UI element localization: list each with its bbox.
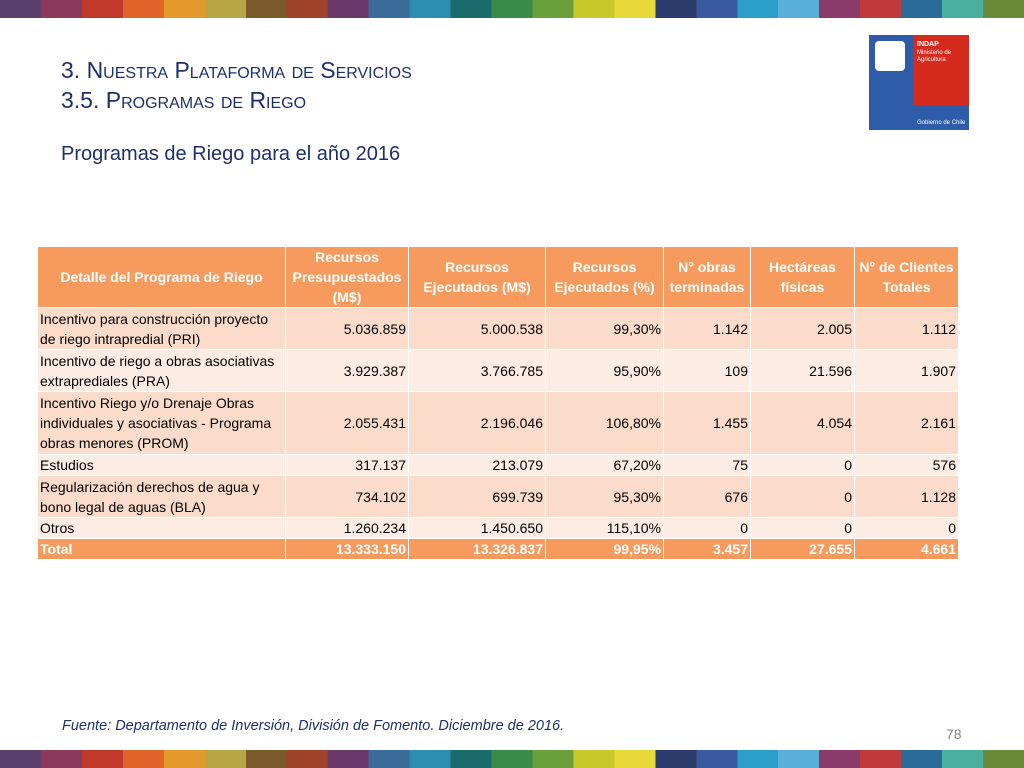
table-cell: 213.079 [408,454,546,476]
table: Detalle del Programa de Riego Recursos Pr… [37,246,959,560]
table-cell: 5.036.859 [285,307,409,350]
table-cell: 13.333.150 [285,538,409,560]
table-cell: Incentivo Riego y/o Drenaje Obras indivi… [37,391,286,455]
table-cell: 1.128 [854,475,959,518]
table-row: Total 13.333.150 13.326.837 99,95% 3.457 27.6… [37,538,959,560]
table-row: Incentivo de riego a obras asociativas e… [37,349,959,392]
table-row: Incentivo Riego y/o Drenaje Obras indivi… [37,391,959,455]
column-header: Hectáreas físicas [750,246,855,308]
table-cell: 21.596 [750,349,855,392]
table-cell: 317.137 [285,454,409,476]
table-cell: 2.005 [750,307,855,350]
table-cell: 95,90% [545,349,664,392]
column-header: Recursos Ejecutados (M$) [408,246,546,308]
table-cell: 0 [750,454,855,476]
logo: INDAP Ministerio de Agricultura Gobierno… [869,35,969,130]
table-cell: 734.102 [285,475,409,518]
table-cell: 1.260.234 [285,517,409,539]
table-cell: 75 [663,454,751,476]
table-cell: 0 [750,475,855,518]
bottom-strip [0,750,1024,768]
subtitle-line: 3.5. Programas de Riego [61,87,307,113]
table-cell: 0 [663,517,751,539]
column-header: Recursos Presupuestados (M$) [285,246,409,308]
table-cell: 699.739 [408,475,546,518]
table-cell: 115,10% [545,517,664,539]
table-cell: 576 [854,454,959,476]
column-header: Detalle del Programa de Riego [37,246,286,308]
table-cell: 3.457 [663,538,751,560]
table-cell: 99,95% [545,538,664,560]
table-cell: Incentivo de riego a obras asociativas e… [37,349,286,392]
heading: Programas de Riego para el año 2016 [61,143,401,165]
table-cell: 2.196.046 [408,391,546,455]
table-cell: 676 [663,475,751,518]
table-cell: Otros [37,517,286,539]
table-cell: 106,80% [545,391,664,455]
top-strip [0,0,1024,18]
table-cell: 5.000.538 [408,307,546,350]
table-cell: Regularización derechos de agua y bono l… [37,475,286,518]
source: Fuente: Departamento de Inversión, Divis… [62,718,565,734]
table-cell: 4.661 [854,538,959,560]
title: 3. Nuestra Plataforma de Servicios 3.5. P… [61,55,412,115]
table-cell: 13.326.837 [408,538,546,560]
table-cell: 2.161 [854,391,959,455]
table-cell: 1.142 [663,307,751,350]
table-cell: 67,20% [545,454,664,476]
logo-name: INDAP [917,41,939,48]
table-cell: Estudios [37,454,286,476]
table-cell: 95,30% [545,475,664,518]
table-cell: 1.907 [854,349,959,392]
table-cell: 3.766.785 [408,349,546,392]
table-cell: 109 [663,349,751,392]
column-header: N° de Clientes Totales [854,246,959,308]
table-cell: 2.055.431 [285,391,409,455]
table-cell: 27.655 [750,538,855,560]
table-cell: 4.054 [750,391,855,455]
table-cell: 0 [750,517,855,539]
table-cell: 0 [854,517,959,539]
logo-ministry: Ministerio de Agricultura [917,50,952,63]
column-header: Recursos Ejecutados (%) [545,246,664,308]
table-cell: 1.112 [854,307,959,350]
table-cell: 3.929.387 [285,349,409,392]
logo-crest [875,41,905,71]
table-cell: Total [37,538,286,560]
logo-red [913,35,969,105]
table-cell: 1.450.650 [408,517,546,539]
table-row: Incentivo para construcción proyecto de … [37,307,959,350]
table-row: Estudios 317.137 213.079 67,20% 75 0 576 [37,454,959,476]
table-row: Regularización derechos de agua y bono l… [37,475,959,518]
table-cell: 1.455 [663,391,751,455]
column-header: N° obras terminadas [663,246,751,308]
header-row: Detalle del Programa de Riego Recursos Pr… [37,246,959,308]
logo-government: Gobierno de Chile [917,120,966,126]
table-row: Otros 1.260.234 1.450.650 115,10% 0 0 0 [37,517,959,539]
table-cell: 99,30% [545,307,664,350]
page-number: 78 [946,726,962,742]
title-line: 3. Nuestra Plataforma de Servicios [61,57,412,83]
table-cell: Incentivo para construcción proyecto de … [37,307,286,350]
